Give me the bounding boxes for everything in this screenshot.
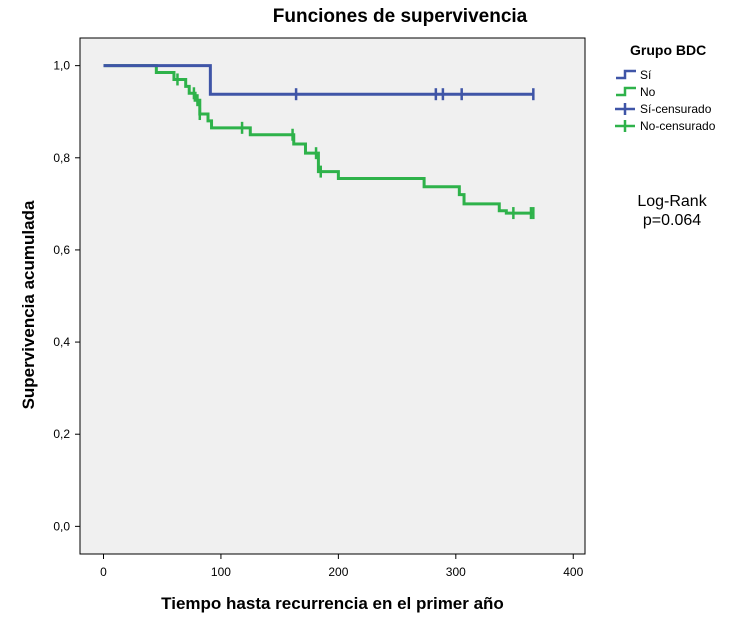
- legend-title: Grupo BDC: [630, 42, 707, 58]
- log-rank-annotation: Log-Rank p=0.064: [612, 192, 732, 230]
- x-axis-label: Tiempo hasta recurrencia en el primer añ…: [161, 594, 504, 613]
- annotation-line-2: p=0.064: [642, 212, 702, 229]
- legend-item-si: Sí: [612, 66, 748, 83]
- legend-si-line-icon: [616, 69, 636, 79]
- x-tick-label: 200: [328, 565, 348, 579]
- chart-title: Funciones de supervivencia: [272, 6, 528, 27]
- legend-swatch-no-line: [616, 86, 636, 96]
- legend-label-si-censored: Sí-censurado: [640, 101, 712, 116]
- y-axis-label: Supervivencia acumulada: [19, 200, 38, 410]
- legend-label-no-censored: No-censurado: [640, 118, 716, 133]
- axes: 0 100 200 300 400 0,0 0,2 0,4 0,6 0,8 1,0: [53, 59, 583, 579]
- legend-swatch-no-censor: [615, 119, 635, 132]
- x-tick-label: 100: [211, 565, 231, 579]
- legend-no-censor-icon: [615, 119, 635, 132]
- y-tick-label: 0,2: [53, 427, 70, 441]
- plot-panel: [79, 37, 586, 555]
- legend-item-si-censored: Sí-censurado: [612, 100, 748, 117]
- x-tick-label: 400: [563, 565, 583, 579]
- legend-label-si: Sí: [640, 67, 652, 82]
- legend-no-line-icon: [616, 86, 636, 96]
- y-tick-label: 0,6: [53, 243, 70, 257]
- legend-swatch-si-censor: [615, 102, 635, 115]
- legend: Grupo BDC Sí No Sí-censurado No-censurad…: [612, 42, 748, 134]
- legend-item-no-censored: No-censurado: [612, 117, 748, 134]
- legend-label-no: No: [640, 84, 656, 99]
- y-tick-label: 0,0: [53, 519, 70, 533]
- y-tick-label: 0,4: [53, 335, 70, 349]
- x-tick-label: 0: [100, 565, 107, 579]
- x-tick-label: 300: [446, 565, 466, 579]
- y-tick-label: 0,8: [53, 151, 70, 165]
- legend-si-censor-icon: [615, 102, 635, 115]
- annotation-line-1: Log-Rank: [637, 193, 707, 210]
- legend-item-no: No: [612, 83, 748, 100]
- legend-swatch-si-line: [616, 69, 636, 79]
- y-tick-label: 1,0: [53, 59, 70, 73]
- series-line-no: [103, 64, 534, 215]
- series-layer: [103, 64, 535, 220]
- series-line-si: [103, 64, 534, 96]
